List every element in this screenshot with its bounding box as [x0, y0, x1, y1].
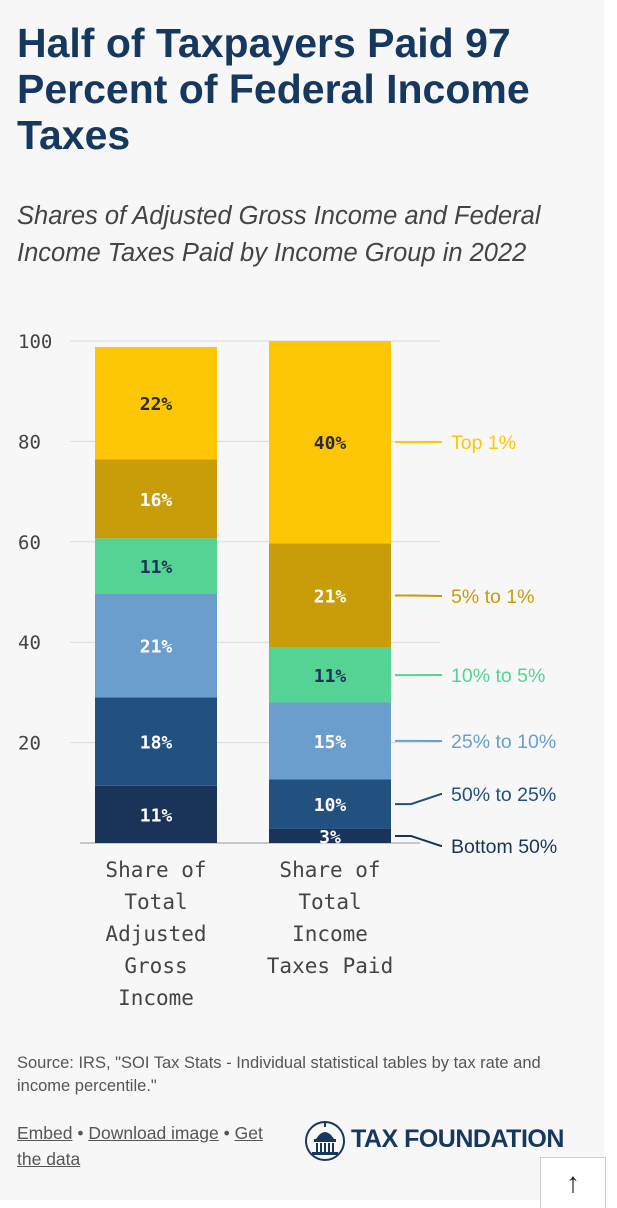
legend-label: Top 1%	[451, 432, 516, 454]
bar-value-label: 21%	[140, 637, 173, 658]
legend-leader-line	[395, 836, 442, 846]
footer-links: Embed • Download image • Get the data	[17, 1120, 317, 1172]
bar-value-label: 11%	[140, 557, 173, 578]
chart-subtitle: Shares of Adjusted Gross Income and Fede…	[17, 198, 597, 272]
bar-value-label: 22%	[140, 394, 173, 415]
legend-label: Bottom 50%	[451, 836, 557, 858]
download-image-link[interactable]: Download image	[88, 1123, 218, 1143]
link-separator: •	[224, 1123, 230, 1143]
source-note: Source: IRS, "SOI Tax Stats - Individual…	[17, 1052, 587, 1098]
y-tick-label: 40	[18, 632, 41, 654]
legend-label: 5% to 1%	[451, 586, 534, 608]
bar-value-label: 3%	[319, 827, 341, 848]
bar-value-label: 10%	[314, 795, 347, 816]
stacked-bar-chart: 20 40 60 80 100 11% 18% 21% 11% 16% 22% 3% 10% 15% 11…	[0, 320, 604, 1020]
logo-text: TAX FOUNDATION	[351, 1125, 564, 1154]
tax-foundation-logo[interactable]: TAX FOUNDATION	[305, 1115, 564, 1163]
bar-value-label: 21%	[314, 587, 347, 608]
chart-title: Half of Taxpayers Paid 97 Percent of Fed…	[17, 20, 597, 158]
link-separator: •	[77, 1123, 83, 1143]
y-tick-label: 20	[18, 733, 41, 755]
legend-label: 10% to 5%	[451, 665, 545, 687]
bar-value-label: 40%	[314, 433, 347, 454]
legend-label: 50% to 25%	[451, 784, 556, 806]
bar-value-label: 15%	[314, 732, 347, 753]
bar-value-label: 11%	[140, 805, 173, 826]
bar-value-label: 18%	[140, 733, 173, 754]
legend-label: 25% to 10%	[451, 731, 556, 753]
scroll-to-top-button[interactable]: ↑	[540, 1157, 606, 1208]
capitol-dome-icon	[305, 1117, 345, 1161]
bar-value-label: 11%	[314, 666, 347, 687]
get-data-link-cont[interactable]: the data	[17, 1149, 80, 1169]
legend-leader-line	[395, 794, 442, 804]
y-tick-label: 80	[18, 431, 41, 453]
bar-value-label: 16%	[140, 490, 173, 511]
y-tick-label: 100	[18, 331, 52, 353]
arrow-up-icon: ↑	[566, 1167, 580, 1199]
get-data-link[interactable]: Get	[235, 1123, 263, 1143]
embed-link[interactable]: Embed	[17, 1123, 72, 1143]
y-tick-label: 60	[18, 532, 41, 554]
page-scrollbar[interactable]	[604, 0, 617, 1200]
